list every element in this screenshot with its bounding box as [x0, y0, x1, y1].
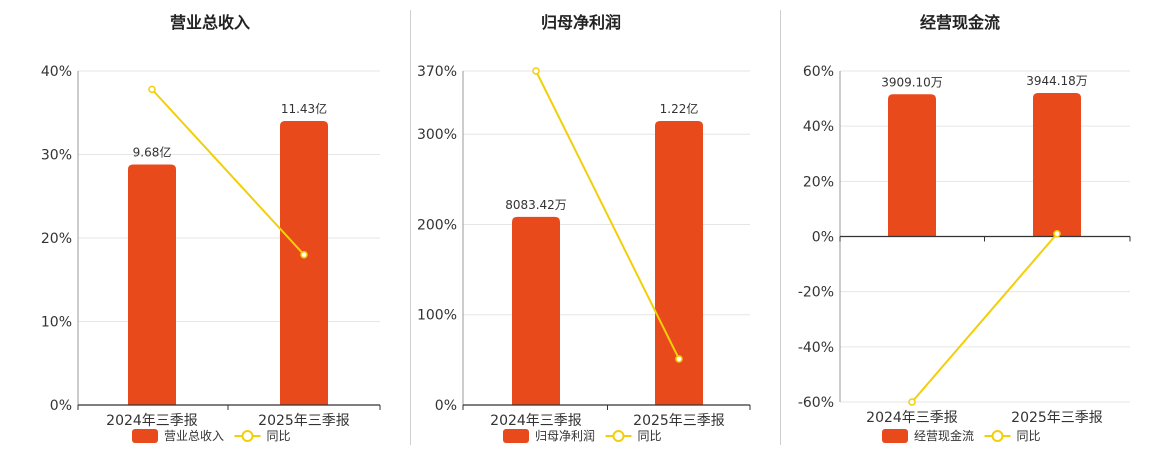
- line-point-2-2: [675, 355, 683, 363]
- legend-line-marker-2: [612, 430, 625, 442]
- panel-divider-1: [410, 10, 411, 445]
- y-tick-label-3-5: 40%: [803, 119, 834, 135]
- line-point-3-2: [1053, 229, 1061, 238]
- y-tick-label-2-0: 0%: [435, 398, 457, 414]
- panel-divider-2: [780, 10, 781, 445]
- x-category-label-2-1: 2024年三季报: [490, 413, 582, 429]
- legend-line-label-2: 同比: [638, 429, 662, 443]
- chart-title-2: 归母净利润: [541, 13, 621, 32]
- x-category-label-1-1: 2024年三季报: [106, 413, 198, 429]
- bar-data-label-1-1: 9.68亿: [133, 144, 172, 159]
- x-category-label-2-2: 2025年三季报: [633, 413, 725, 429]
- y-tick-label-1-2: 20%: [41, 231, 72, 247]
- line-series-2: [535, 70, 680, 360]
- legend-bar-label-3: 经营现金流: [914, 428, 974, 443]
- legend-line-label-3: 同比: [1017, 429, 1041, 443]
- y-tick-label-3-0: -60%: [798, 395, 834, 411]
- y-tick-label-1-3: 30%: [41, 148, 72, 164]
- legend-line-label-1: 同比: [267, 429, 291, 443]
- line-point-1-2: [300, 250, 308, 259]
- bar-data-label-2-1: 8083.42万: [505, 198, 567, 212]
- bar-1-1: [128, 164, 176, 405]
- bar-data-label-1-2: 11.43亿: [281, 101, 327, 116]
- y-tick-label-3-1: -40%: [798, 340, 834, 356]
- y-tick-label-3-6: 60%: [803, 64, 834, 80]
- y-tick-label-2-2: 200%: [417, 217, 457, 233]
- legend-bar-label-1: 营业总收入: [164, 429, 224, 443]
- y-tick-label-2-1: 100%: [417, 308, 457, 324]
- legend-bar-swatch-1: [132, 429, 158, 443]
- bar-data-label-3-1: 3909.10万: [881, 75, 943, 89]
- bar-3-2: [1033, 93, 1081, 237]
- legend-line-marker-3: [991, 430, 1004, 442]
- bar-3-1: [888, 94, 936, 237]
- y-tick-label-1-1: 10%: [41, 315, 72, 331]
- chart-title-3: 经营现金流: [920, 13, 1000, 32]
- legend-bar-swatch-3: [882, 429, 908, 443]
- chart-title-1: 营业总收入: [170, 13, 250, 32]
- bar-1-2: [280, 121, 328, 405]
- bar-data-label-2-2: 1.22亿: [660, 101, 699, 116]
- x-category-label-1-2: 2025年三季报: [258, 413, 350, 429]
- bar-data-label-3-2: 3944.18万: [1026, 74, 1088, 88]
- legend-bar-swatch-2: [503, 429, 529, 443]
- line-series-1: [151, 88, 305, 256]
- bar-2-1: [512, 216, 560, 405]
- y-tick-label-1-4: 40%: [41, 64, 72, 80]
- y-tick-label-3-2: -20%: [798, 285, 834, 301]
- x-category-label-3-1: 2024年三季报: [866, 410, 958, 426]
- y-tick-label-3-3: 0%: [812, 230, 834, 246]
- line-point-3-1: [908, 398, 916, 406]
- y-tick-label-1-0: 0%: [50, 398, 72, 414]
- x-category-label-3-2: 2025年三季报: [1011, 410, 1103, 426]
- y-tick-label-2-3: 300%: [417, 127, 457, 143]
- legend-bar-label-2: 归母净利润: [535, 429, 595, 443]
- line-point-2-1: [532, 67, 540, 75]
- legend-line-marker-1: [241, 430, 254, 442]
- line-series-3: [911, 233, 1058, 403]
- y-tick-label-3-4: 20%: [803, 174, 834, 190]
- y-tick-label-2-4: 370%: [417, 64, 457, 80]
- line-point-1-1: [148, 85, 156, 94]
